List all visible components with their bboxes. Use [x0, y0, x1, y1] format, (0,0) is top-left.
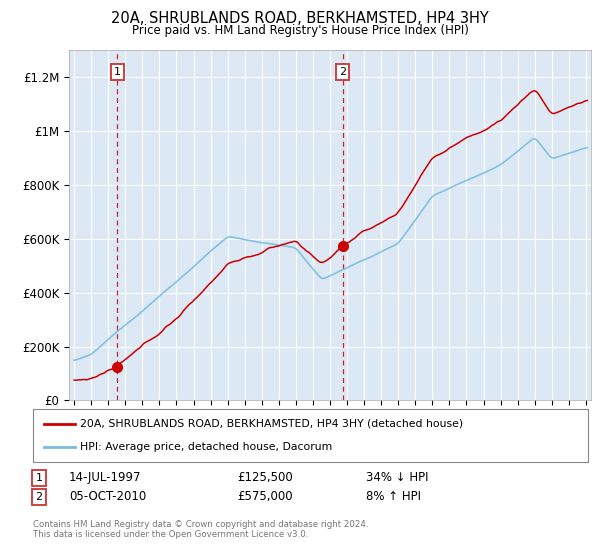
Text: HPI: Average price, detached house, Dacorum: HPI: Average price, detached house, Daco…	[80, 442, 332, 452]
Text: 1: 1	[35, 473, 43, 483]
Text: £575,000: £575,000	[237, 490, 293, 503]
Text: 2: 2	[339, 67, 346, 77]
Text: 05-OCT-2010: 05-OCT-2010	[69, 490, 146, 503]
Text: Price paid vs. HM Land Registry's House Price Index (HPI): Price paid vs. HM Land Registry's House …	[131, 24, 469, 36]
Text: 1: 1	[114, 67, 121, 77]
Text: £125,500: £125,500	[237, 471, 293, 484]
Text: 34% ↓ HPI: 34% ↓ HPI	[366, 471, 428, 484]
Text: 14-JUL-1997: 14-JUL-1997	[69, 471, 142, 484]
Text: 20A, SHRUBLANDS ROAD, BERKHAMSTED, HP4 3HY (detached house): 20A, SHRUBLANDS ROAD, BERKHAMSTED, HP4 3…	[80, 419, 463, 429]
Text: 2: 2	[35, 492, 43, 502]
Text: Contains HM Land Registry data © Crown copyright and database right 2024.
This d: Contains HM Land Registry data © Crown c…	[33, 520, 368, 539]
Text: 20A, SHRUBLANDS ROAD, BERKHAMSTED, HP4 3HY: 20A, SHRUBLANDS ROAD, BERKHAMSTED, HP4 3…	[111, 11, 489, 26]
Text: 8% ↑ HPI: 8% ↑ HPI	[366, 490, 421, 503]
